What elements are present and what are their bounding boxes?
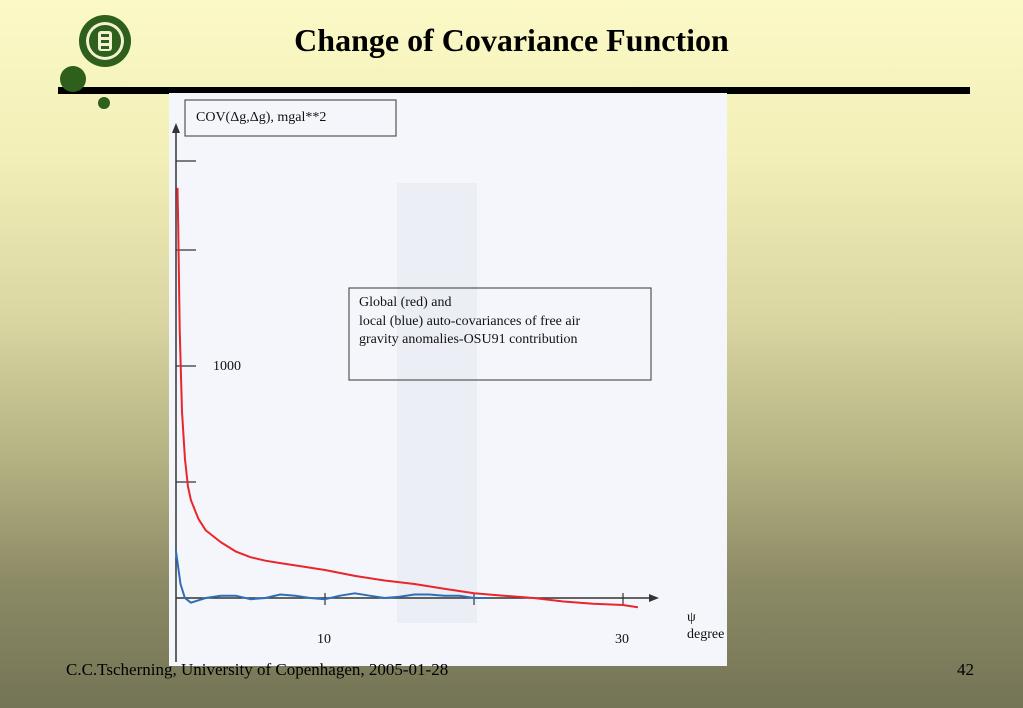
ylabel-box (184, 99, 397, 137)
x-tick-label: 10 (317, 632, 331, 647)
y-axis-label: COV(Δg,Δg), mgal**2 (196, 110, 326, 125)
legend-line-1: Global (red) and (359, 295, 452, 310)
footer-credit: C.C.Tscherning, University of Copenhagen… (66, 660, 449, 679)
series-line-local-blue (175, 551, 489, 604)
title-rule (58, 87, 970, 94)
legend-box (348, 287, 652, 381)
x-axis-label-symbol: ψ (687, 610, 696, 625)
page-number: 42 (957, 660, 974, 679)
y-tick-label: 1000 (213, 359, 241, 374)
university-seal-logo (79, 15, 131, 67)
x-tick-label: 30 (615, 632, 629, 647)
slide-title: Change of Covariance Function (294, 22, 729, 58)
legend-line-3: gravity anomalies-OSU91 contribution (359, 332, 578, 347)
decorative-dot-large (60, 66, 86, 92)
x-axis-label-unit: degree (687, 627, 724, 642)
chart-figure: COV(Δg,Δg), mgal**2 Global (red) and loc… (169, 93, 727, 666)
series-line-global-red (176, 187, 639, 609)
covariance-chart: COV(Δg,Δg), mgal**2 Global (red) and loc… (172, 99, 724, 662)
y-axis-arrow (172, 123, 180, 133)
x-axis-arrow (649, 594, 659, 602)
decorative-dot-small (98, 97, 110, 109)
legend-line-2: local (blue) auto-covariances of free ai… (359, 314, 580, 329)
